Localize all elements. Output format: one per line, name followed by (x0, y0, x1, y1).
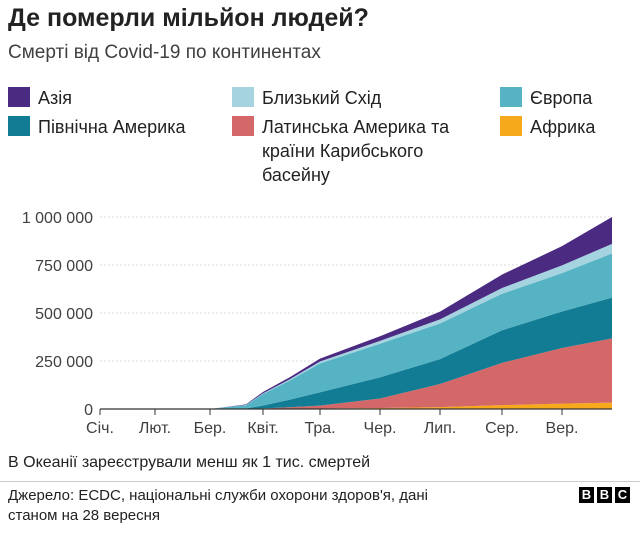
x-tick-label: Січ. (86, 420, 114, 437)
y-tick-label: 250 000 (35, 354, 93, 371)
legend-swatch (500, 116, 522, 136)
x-tick-label: Квіт. (247, 420, 278, 437)
bbc-logo-letter: B (597, 487, 612, 503)
bbc-logo-letter: C (615, 487, 630, 503)
legend-item-middle-east: Близький Схід (232, 86, 381, 110)
legend-item-africa: Африка (500, 115, 595, 139)
area-series-північна (100, 297, 612, 409)
area-series-африка (100, 402, 612, 409)
x-tick-label: Тра. (304, 420, 335, 437)
y-tick-label: 0 (84, 402, 93, 419)
legend-swatch (232, 87, 254, 107)
legend-swatch (232, 116, 254, 136)
area-series-латинська (100, 338, 612, 409)
bbc-logo-letter: B (579, 487, 594, 503)
x-tick-label: Вер. (546, 420, 579, 437)
footer-divider (0, 481, 640, 482)
y-tick-label: 500 000 (35, 306, 93, 323)
legend-label: Близький Схід (262, 88, 382, 108)
bbc-logo: B B C (579, 487, 630, 503)
x-tick-label: Лип. (424, 420, 457, 437)
legend-label: Європа (530, 88, 593, 108)
x-tick-label: Бер. (194, 420, 227, 437)
legend-item-asia: Азія (8, 86, 72, 110)
source-text: Джерело: ECDC, національні служби охорон… (8, 487, 428, 524)
y-tick-label: 750 000 (35, 258, 93, 275)
stacked-areas (100, 217, 612, 409)
area-series-європа (100, 253, 612, 409)
legend-swatch (500, 87, 522, 107)
y-tick-label: 1 000 000 (22, 210, 93, 227)
legend-item-europe: Європа (500, 86, 592, 110)
legend-item-latin-america: Латинська Америка та країни Карибського … (232, 115, 492, 187)
oceania-note: В Океанії зареєстрували менш як 1 тис. с… (8, 454, 371, 471)
area-chart: 0 250 000 500 000 750 000 1 000 000 Січ. Лют. Б… (22, 210, 612, 437)
x-tick-label: Сер. (485, 420, 519, 437)
legend-label: Азія (38, 88, 73, 108)
x-tick-label: Лют. (139, 420, 171, 437)
legend-label: Африка (530, 117, 596, 137)
chart-title: Де померли мільйон людей? (8, 4, 369, 32)
axes: 0 250 000 500 000 750 000 1 000 000 Січ. Лют. Б… (22, 210, 612, 437)
legend-swatch (8, 116, 30, 136)
legend-label: Північна Америка (38, 117, 186, 137)
legend-item-north-america: Північна Америка (8, 115, 186, 139)
x-tick-label: Чер. (364, 420, 397, 437)
legend-label: Латинська Америка та країни Карибського … (262, 117, 450, 185)
legend-swatch (8, 87, 30, 107)
chart-subtitle: Смерті від Covid-19 по континентах (8, 42, 321, 63)
